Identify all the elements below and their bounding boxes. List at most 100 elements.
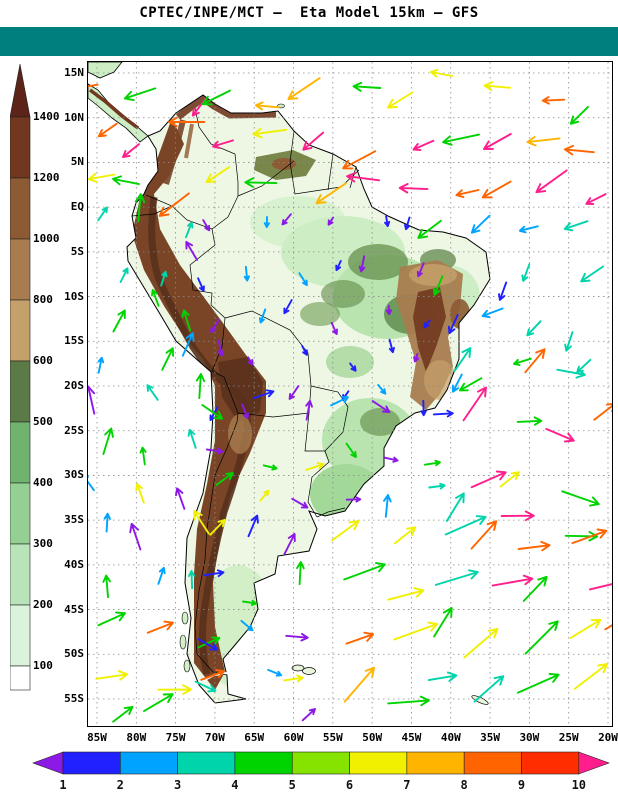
other-land-layer — [88, 62, 489, 705]
wind-arrow — [518, 225, 539, 234]
wind-arrow — [305, 399, 313, 421]
wind-arrow — [387, 91, 414, 109]
wind-arrow — [417, 219, 442, 239]
wind-arrow — [252, 389, 275, 400]
wind-arrow — [97, 206, 108, 222]
wind-arrow — [569, 618, 602, 639]
wind-arrow — [463, 627, 499, 659]
wind-arrow — [383, 456, 399, 463]
wind-arrow — [103, 512, 111, 533]
wind-arrow — [331, 520, 360, 542]
wind-arrow — [423, 319, 431, 329]
wind-arrow — [95, 670, 129, 681]
wind-arrow — [262, 464, 278, 471]
wind-value-1: 1 — [59, 778, 67, 792]
wind-colorbar — [32, 751, 610, 775]
wind-arrow — [258, 308, 267, 324]
wind-arrow — [259, 489, 270, 502]
wind-arrow — [522, 575, 548, 602]
wind-arrow — [423, 459, 441, 467]
wind-arrow — [481, 307, 504, 318]
wind-arrow — [185, 221, 194, 239]
lat-tick-45S: 45S — [64, 602, 84, 616]
wind-arrow — [345, 631, 375, 645]
wind-arrow — [330, 395, 349, 407]
map-area — [87, 61, 613, 727]
wind-arrow — [433, 607, 453, 638]
wind-arrow — [305, 462, 325, 471]
wind-arrow — [498, 281, 508, 301]
wind-arrow — [455, 189, 480, 199]
wind-arrow — [404, 216, 411, 231]
wind-arrow — [151, 289, 160, 307]
wind-value-10: 10 — [571, 778, 587, 792]
lon-tick-85W: 85W — [87, 731, 107, 744]
lat-tick-15S: 15S — [64, 334, 84, 348]
wind-arrow — [112, 175, 140, 186]
wind-arrow — [387, 695, 430, 707]
south-georgia-island — [471, 695, 489, 705]
wind-value-4: 4 — [231, 778, 239, 792]
wind-arrow — [288, 385, 300, 400]
wind-arrow — [240, 619, 254, 632]
wind-arrow — [315, 182, 347, 205]
orography-value-1200: 1200 — [33, 171, 60, 184]
wind-arrow — [445, 492, 465, 522]
lon-tick-55W: 55W — [322, 731, 343, 744]
wind-arrow — [146, 384, 159, 401]
orography-value-1000: 1000 — [33, 232, 60, 245]
lon-tick-45W: 45W — [401, 731, 422, 744]
chart-subtitle-banner: Orography (m) and 10 Metre V-Wind (m/s) … — [0, 27, 618, 78]
wind-arrow — [283, 299, 293, 315]
lon-tick-20W: 20W — [598, 731, 618, 744]
wind-arrow — [129, 522, 142, 551]
wind-arrow — [194, 680, 217, 693]
orography-value-300: 300 — [33, 537, 53, 550]
wind-arrow — [524, 348, 546, 374]
wind-arrow — [254, 101, 280, 111]
wind-arrow — [349, 362, 357, 372]
country-borders-layer — [131, 107, 360, 676]
wind-arrow — [420, 399, 427, 417]
wind-arrow — [470, 520, 498, 550]
wind-arrow — [412, 139, 435, 152]
wind-arrow — [215, 472, 234, 486]
wind-arrow — [453, 347, 472, 373]
lon-tick-60W: 60W — [283, 731, 304, 744]
lon-tick-50W: 50W — [362, 731, 383, 744]
wind-arrow — [434, 569, 479, 586]
wind-arrow — [429, 68, 454, 78]
wind-arrow — [197, 638, 219, 651]
wind-arrow — [593, 402, 612, 421]
wind-arrow — [470, 214, 491, 234]
wind-arrow — [267, 668, 283, 677]
wind-arrow — [139, 446, 147, 466]
wind-arrow — [88, 476, 95, 492]
wind-value-9: 9 — [517, 778, 526, 792]
falkland-islands — [291, 664, 305, 672]
wind-arrow — [491, 574, 534, 587]
lon-tick-80W: 80W — [126, 731, 147, 744]
wind-arrow — [135, 483, 145, 504]
wind-arrow — [393, 526, 417, 545]
wind-value-8: 8 — [460, 778, 468, 792]
wind-arrow — [291, 497, 309, 509]
wind-arrow — [283, 674, 304, 683]
wind-arrow — [588, 583, 612, 591]
wind-arrow — [458, 377, 483, 392]
wind-arrow — [296, 561, 305, 586]
wind-arrow — [388, 338, 395, 354]
wind-arrow — [97, 611, 126, 627]
wind-arrow — [181, 332, 195, 357]
wind-value-7: 7 — [403, 778, 411, 792]
wind-arrow — [210, 318, 220, 334]
wind-arrow — [564, 331, 574, 352]
wind-arrow — [263, 216, 270, 229]
orography-value-500: 500 — [33, 415, 53, 428]
wind-arrow — [545, 427, 575, 443]
wind-arrow — [563, 220, 589, 232]
wind-arrow — [604, 624, 612, 631]
lat-tick-50S: 50S — [64, 647, 84, 661]
wind-arrow — [187, 428, 197, 449]
